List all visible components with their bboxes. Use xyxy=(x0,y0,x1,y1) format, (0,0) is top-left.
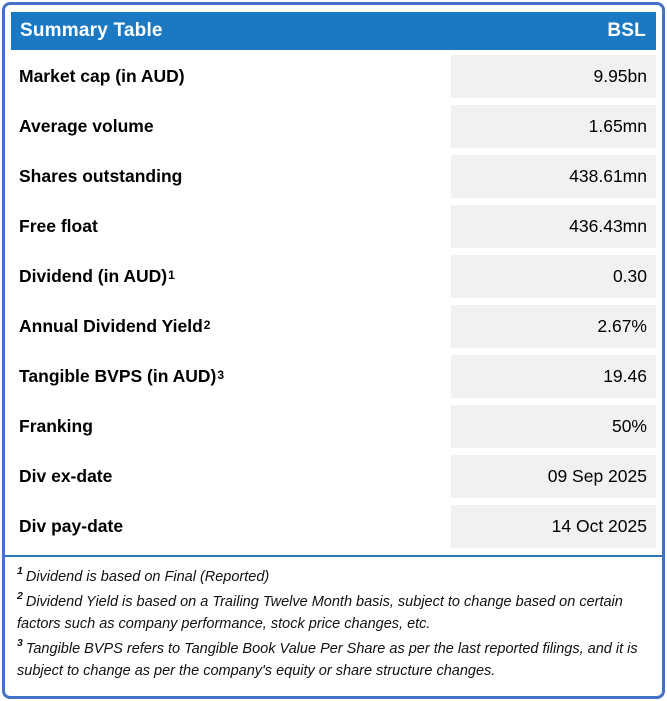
row-value: 0.30 xyxy=(451,255,656,298)
row-value: 438.61mn xyxy=(451,155,656,198)
row-value: 50% xyxy=(451,405,656,448)
table-row: Div pay-date 14 Oct 2025 xyxy=(11,505,656,548)
row-label: Div pay-date xyxy=(19,516,124,536)
row-label: Market cap (in AUD) xyxy=(19,66,185,86)
row-value: 19.46 xyxy=(451,355,656,398)
footnote-number: 1 xyxy=(17,565,23,578)
row-label: Tangible BVPS (in AUD) 3 xyxy=(19,366,225,386)
table-row: Tangible BVPS (in AUD) 3 19.46 xyxy=(11,355,656,398)
footnote-number: 2 xyxy=(17,590,23,603)
table-title: Summary Table xyxy=(20,20,163,41)
footnote-text: Dividend Yield is based on a Trailing Tw… xyxy=(17,594,623,633)
footnote-text: Tangible BVPS refers to Tangible Book Va… xyxy=(17,641,638,680)
footnotes-section: 1 Dividend is based on Final (Reported) 2… xyxy=(11,566,656,682)
table-row: Franking 50% xyxy=(11,405,656,448)
row-value: 09 Sep 2025 xyxy=(451,455,656,498)
row-label: Free float xyxy=(19,216,98,236)
table-row: Div ex-date 09 Sep 2025 xyxy=(11,455,656,498)
row-value: 436.43mn xyxy=(451,205,656,248)
row-label: Dividend (in AUD) 1 xyxy=(19,266,175,286)
table-row: Market cap (in AUD) 9.95bn xyxy=(11,55,656,98)
footnote: 3 Tangible BVPS refers to Tangible Book V… xyxy=(17,638,650,682)
row-value: 2.67% xyxy=(451,305,656,348)
footnotes-divider xyxy=(5,555,662,557)
footnote: 1 Dividend is based on Final (Reported) xyxy=(17,566,650,588)
footnote-number: 3 xyxy=(17,637,23,650)
row-label: Div ex-date xyxy=(19,466,113,486)
footnote-text: Dividend is based on Final (Reported) xyxy=(25,569,270,585)
footnote: 2 Dividend Yield is based on a Trailing T… xyxy=(17,591,650,635)
table-row: Shares outstanding 438.61mn xyxy=(11,155,656,198)
row-label: Shares outstanding xyxy=(19,166,183,186)
row-label: Annual Dividend Yield 2 xyxy=(19,316,211,336)
row-label: Average volume xyxy=(19,116,154,136)
table-row: Free float 436.43mn xyxy=(11,205,656,248)
table-row: Annual Dividend Yield 2 2.67% xyxy=(11,305,656,348)
table-row: Average volume 1.65mn xyxy=(11,105,656,148)
table-row: Dividend (in AUD) 1 0.30 xyxy=(11,255,656,298)
row-value: 14 Oct 2025 xyxy=(451,505,656,548)
row-label: Franking xyxy=(19,416,93,436)
row-value: 1.65mn xyxy=(451,105,656,148)
ticker-symbol: BSL xyxy=(607,20,646,41)
table-header: Summary Table BSL xyxy=(11,12,656,50)
row-value: 9.95bn xyxy=(451,55,656,98)
